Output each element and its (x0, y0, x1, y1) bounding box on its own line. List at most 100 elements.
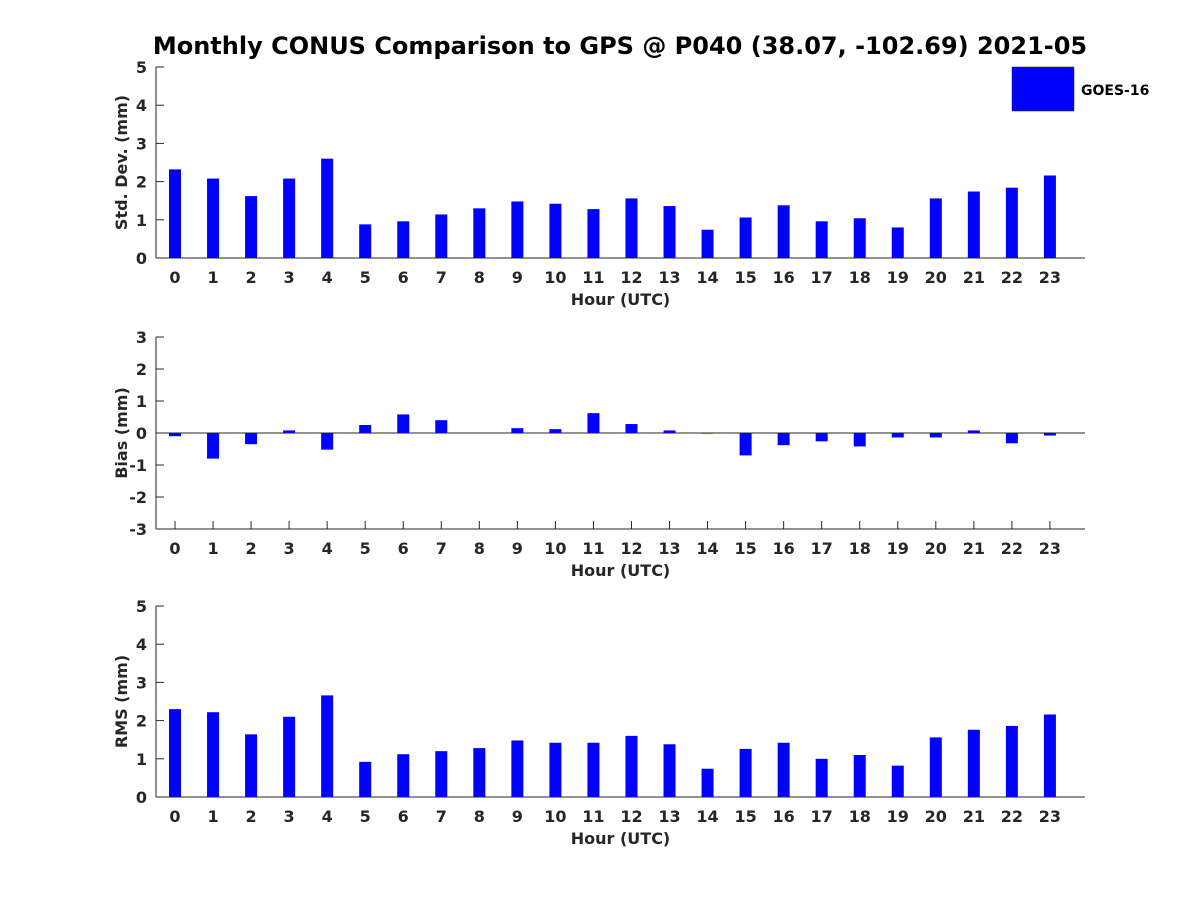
bar-hour-15 (739, 433, 752, 456)
x-tick-label: 12 (620, 268, 642, 287)
x-tick-label: 1 (207, 539, 218, 558)
bar-hour-1 (207, 433, 220, 459)
bar-hour-15 (739, 217, 752, 258)
bar-hour-19 (891, 227, 904, 258)
y-tick-label: 1 (136, 211, 147, 230)
y-tick-label: 5 (136, 597, 147, 616)
x-tick-label: 13 (658, 807, 680, 826)
x-tick-label: 21 (963, 268, 985, 287)
x-tick-label: 17 (811, 807, 833, 826)
bar-hour-0 (169, 169, 181, 258)
y-tick-label: 4 (136, 635, 147, 654)
bar-hour-13 (663, 430, 676, 433)
x-tick-label: 12 (620, 539, 642, 558)
y-axis-label: Std. Dev. (mm) (112, 95, 131, 230)
x-tick-label: 4 (322, 539, 333, 558)
x-tick-label: 18 (849, 539, 871, 558)
bar-hour-17 (815, 758, 828, 797)
chart-title: Monthly CONUS Comparison to GPS @ P040 (… (153, 32, 1087, 60)
x-tick-label: 23 (1039, 807, 1061, 826)
bar-hour-14 (701, 433, 714, 434)
x-tick-label: 23 (1039, 268, 1061, 287)
y-axis-label: Bias (mm) (112, 387, 131, 479)
bar-hour-14 (701, 768, 714, 797)
bar-hour-21 (967, 430, 980, 433)
bar-hour-6 (397, 414, 410, 433)
bar-hour-23 (1043, 175, 1056, 258)
bar-hour-4 (321, 695, 334, 797)
x-tick-label: 10 (544, 807, 566, 826)
y-tick-label: 3 (136, 673, 147, 692)
x-tick-label: 1 (207, 268, 218, 287)
x-tick-label: 8 (474, 268, 485, 287)
bar-hour-7 (435, 420, 448, 433)
bar-hour-17 (815, 433, 828, 442)
bar-hour-1 (207, 712, 220, 797)
bar-hour-12 (625, 198, 638, 258)
x-tick-label: 4 (322, 268, 333, 287)
x-tick-label: 15 (734, 268, 756, 287)
x-tick-label: 15 (734, 539, 756, 558)
bar-hour-23 (1043, 433, 1056, 436)
x-tick-label: 16 (773, 268, 795, 287)
x-tick-label: 13 (658, 268, 680, 287)
x-tick-label: 6 (398, 539, 409, 558)
legend: GOES-16 (1011, 66, 1149, 112)
y-tick-label: -2 (129, 488, 147, 507)
bar-hour-12 (625, 424, 638, 433)
bar-hour-7 (435, 214, 448, 258)
y-tick-label: 2 (136, 173, 147, 192)
x-tick-label: 19 (887, 807, 909, 826)
bar-hour-22 (1005, 433, 1018, 444)
x-tick-label: 22 (1001, 807, 1023, 826)
x-tick-label: 2 (246, 807, 257, 826)
bar-hour-10 (549, 429, 562, 433)
y-tick-label: 1 (136, 750, 147, 769)
y-tick-label: 4 (136, 96, 147, 115)
bar-hour-13 (663, 206, 676, 258)
bar-hour-19 (891, 433, 904, 438)
bar-hour-21 (967, 191, 980, 258)
bar-hour-16 (777, 433, 790, 446)
bar-hour-0 (169, 709, 181, 797)
bar-hour-3 (283, 716, 296, 797)
x-tick-label: 2 (246, 539, 257, 558)
bar-hour-17 (815, 221, 828, 258)
bar-hour-12 (625, 735, 638, 797)
y-tick-label: 0 (136, 424, 147, 443)
x-tick-label: 6 (398, 268, 409, 287)
x-tick-label: 7 (436, 807, 447, 826)
x-axis-label: Hour (UTC) (571, 290, 671, 309)
x-tick-label: 9 (512, 268, 523, 287)
x-tick-label: 0 (169, 268, 180, 287)
bar-hour-10 (549, 742, 562, 797)
x-tick-label: 20 (925, 268, 947, 287)
x-tick-label: 14 (696, 807, 718, 826)
x-tick-label: 11 (582, 539, 604, 558)
bar-hour-15 (739, 748, 752, 797)
bar-hour-3 (283, 430, 296, 433)
x-tick-label: 16 (773, 807, 795, 826)
bar-hour-9 (511, 740, 524, 797)
bar-hour-5 (359, 425, 372, 433)
bar-hour-22 (1005, 187, 1018, 258)
x-tick-label: 3 (284, 807, 295, 826)
bar-hour-18 (853, 433, 866, 447)
x-tick-label: 7 (436, 539, 447, 558)
bar-hour-22 (1005, 725, 1018, 797)
x-tick-label: 1 (207, 807, 218, 826)
bar-hour-8 (473, 748, 486, 797)
y-tick-label: 2 (136, 712, 147, 731)
x-axis-label: Hour (UTC) (571, 829, 671, 848)
x-tick-label: 2 (246, 268, 257, 287)
x-tick-label: 18 (849, 807, 871, 826)
x-tick-label: 20 (925, 807, 947, 826)
bar-hour-3 (283, 178, 296, 258)
x-tick-label: 23 (1039, 539, 1061, 558)
x-tick-label: 8 (474, 539, 485, 558)
y-tick-label: -3 (129, 520, 147, 539)
